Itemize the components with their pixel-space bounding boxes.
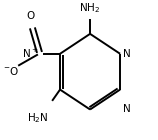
Text: N: N bbox=[123, 49, 131, 59]
Text: $^{-}$O: $^{-}$O bbox=[3, 65, 19, 77]
Text: H$_2$N: H$_2$N bbox=[27, 111, 49, 125]
Text: N: N bbox=[123, 104, 131, 115]
Text: O: O bbox=[26, 11, 34, 21]
Text: NH$_2$: NH$_2$ bbox=[79, 2, 101, 15]
Text: N$^+$: N$^+$ bbox=[22, 47, 38, 60]
